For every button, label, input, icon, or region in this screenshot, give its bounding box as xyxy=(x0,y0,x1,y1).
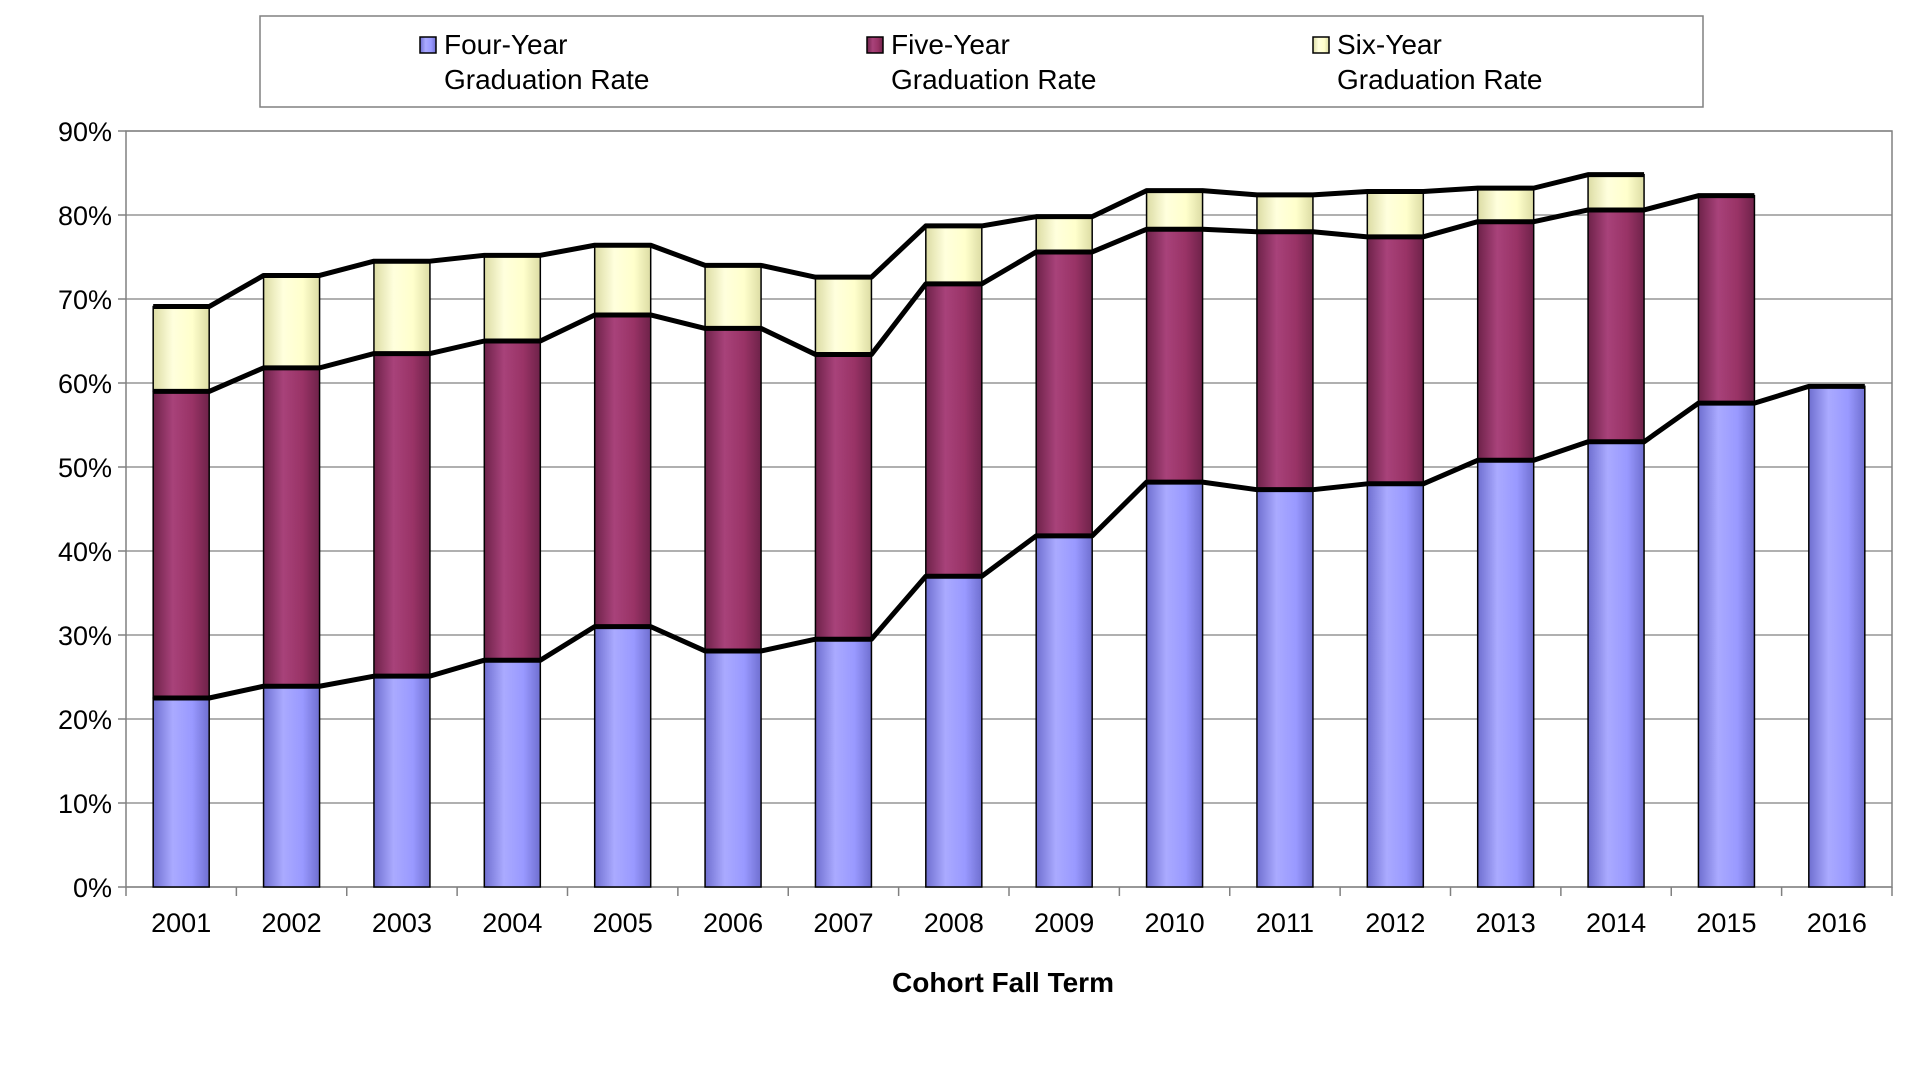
x-tick-label: 2014 xyxy=(1586,908,1646,938)
bar-five-2002 xyxy=(262,367,321,687)
legend-label-five-line2: Graduation Rate xyxy=(891,64,1096,95)
bar-five-2008 xyxy=(925,283,983,577)
bar-five-2005 xyxy=(593,314,652,628)
bars xyxy=(152,173,1866,888)
bar-five-2001 xyxy=(152,390,210,699)
x-tick-label: 2004 xyxy=(482,908,542,938)
x-tick-label: 2002 xyxy=(262,908,322,938)
series-line-four xyxy=(153,383,1865,701)
bar-six-2010 xyxy=(1145,189,1204,231)
x-tick-label: 2006 xyxy=(703,908,763,938)
bar-four-2010 xyxy=(1145,481,1204,888)
bar-four-2011 xyxy=(1256,488,1314,888)
bar-six-2001 xyxy=(152,305,210,393)
bar-four-2001 xyxy=(152,697,210,888)
x-tick-label: 2001 xyxy=(151,908,211,938)
bar-five-2007 xyxy=(814,353,873,640)
x-tick-label: 2008 xyxy=(924,908,984,938)
y-tick-label: 90% xyxy=(58,117,112,147)
bar-six-2007 xyxy=(814,276,873,356)
x-tick-label: 2005 xyxy=(593,908,653,938)
bar-six-2012 xyxy=(1366,190,1425,238)
bar-six-2005 xyxy=(593,244,652,316)
series-line-six xyxy=(153,172,1645,310)
x-axis-title: Cohort Fall Term xyxy=(892,967,1114,998)
bar-four-2009 xyxy=(1035,535,1093,888)
bar-six-2013 xyxy=(1476,187,1535,223)
y-tick-label: 50% xyxy=(58,453,112,483)
y-tick-label: 60% xyxy=(58,369,112,399)
bar-four-2002 xyxy=(262,685,321,888)
bar-six-2014 xyxy=(1587,173,1645,211)
y-tick-label: 10% xyxy=(58,789,112,819)
bar-six-2008 xyxy=(925,225,983,285)
x-tick-label: 2009 xyxy=(1034,908,1094,938)
bar-six-2009 xyxy=(1035,215,1093,253)
legend-label-four: Four-Year xyxy=(444,29,567,60)
bar-six-2006 xyxy=(704,264,762,330)
y-tick-label: 0% xyxy=(73,873,112,903)
bar-five-2014 xyxy=(1587,209,1645,443)
bar-six-2002 xyxy=(262,274,321,369)
bar-five-2011 xyxy=(1256,231,1314,491)
bar-four-2013 xyxy=(1476,459,1535,888)
legend-swatch-four xyxy=(419,36,437,54)
bar-four-2016 xyxy=(1808,385,1866,888)
axes: 0% 10% 20% 30% 40% 50% 60% 70% 80% 90% 2001 2002 200… xyxy=(58,117,1893,938)
x-tick-label: 2007 xyxy=(813,908,873,938)
legend-label-five: Five-Year xyxy=(891,29,1010,60)
series-line-five xyxy=(153,193,1755,394)
legend: Four-Year Graduation Rate Five-Year Graduat… xyxy=(259,15,1704,108)
legend-label-six: Six-Year xyxy=(1337,29,1442,60)
bar-four-2007 xyxy=(814,638,873,888)
x-tick-label: 2016 xyxy=(1807,908,1867,938)
bar-six-2004 xyxy=(483,254,542,342)
bar-four-2014 xyxy=(1587,441,1645,888)
x-tick-label: 2010 xyxy=(1145,908,1205,938)
bar-four-2006 xyxy=(704,650,762,888)
bar-five-2009 xyxy=(1035,251,1093,537)
bar-four-2004 xyxy=(483,659,542,888)
y-tick-label: 40% xyxy=(58,537,112,567)
y-tick-label: 80% xyxy=(58,201,112,231)
legend-swatch-six xyxy=(1312,36,1330,54)
legend-box xyxy=(259,15,1704,108)
bar-five-2004 xyxy=(483,340,542,661)
bar-four-2003 xyxy=(373,675,431,888)
bar-four-2012 xyxy=(1366,483,1425,888)
bar-five-2013 xyxy=(1476,220,1535,462)
bar-four-2008 xyxy=(925,575,983,888)
bar-four-2015 xyxy=(1697,402,1756,888)
x-tick-label: 2013 xyxy=(1476,908,1536,938)
y-tick-label: 20% xyxy=(58,705,112,735)
y-tick-label: 30% xyxy=(58,621,112,651)
bar-six-2011 xyxy=(1256,194,1314,233)
x-tick-label: 2015 xyxy=(1696,908,1756,938)
legend-swatch-five xyxy=(866,36,884,54)
bar-five-2006 xyxy=(704,327,762,652)
legend-label-six-line2: Graduation Rate xyxy=(1337,64,1542,95)
bar-five-2010 xyxy=(1145,228,1204,483)
bar-four-2005 xyxy=(593,625,652,888)
x-tick-label: 2003 xyxy=(372,908,432,938)
bar-six-2003 xyxy=(373,260,431,355)
legend-label-four-line2: Graduation Rate xyxy=(444,64,649,95)
x-tick-label: 2011 xyxy=(1256,908,1314,938)
bar-five-2015 xyxy=(1697,194,1756,404)
bar-five-2003 xyxy=(373,352,431,677)
x-tick-label: 2012 xyxy=(1365,908,1425,938)
series-lines xyxy=(153,172,1865,701)
bar-five-2012 xyxy=(1366,236,1425,485)
y-tick-label: 70% xyxy=(58,285,112,315)
